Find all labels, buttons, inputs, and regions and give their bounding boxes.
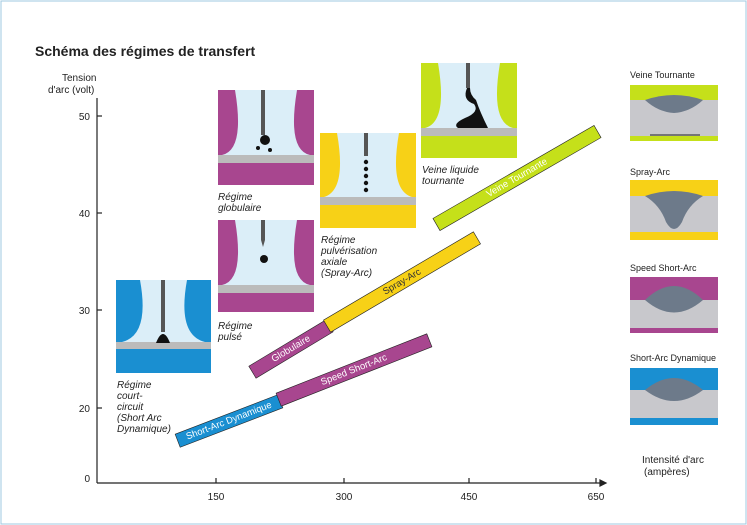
panel-label: Speed Short-Arc (630, 263, 697, 273)
illustration (320, 133, 416, 228)
panel (630, 180, 718, 240)
illustration (421, 63, 517, 158)
caption: Régime (218, 321, 253, 332)
y-label: Tension (62, 73, 96, 84)
panel (630, 277, 718, 333)
illustration (218, 90, 314, 185)
caption: Régime (117, 380, 152, 391)
caption: (Short Arc (117, 413, 162, 424)
x-tick: 650 (588, 492, 605, 503)
caption: (Spray-Arc) (321, 268, 372, 279)
caption: court- (117, 391, 143, 402)
panel (630, 368, 718, 425)
title: Schéma des régimes de transfert (35, 43, 256, 59)
axes (96, 98, 608, 487)
caption: Dynamique) (117, 424, 171, 435)
panel-label: Veine Tournante (630, 70, 695, 80)
panel-label: Spray-Arc (630, 167, 671, 177)
caption: Régime (218, 192, 253, 203)
x-label: (ampères) (644, 467, 690, 478)
x-label: Intensité d'arc (642, 455, 704, 466)
panel (630, 85, 718, 141)
caption: circuit (117, 402, 144, 413)
y-tick: 40 (79, 209, 91, 220)
x-tick: 300 (336, 492, 353, 503)
y-tick: 30 (79, 306, 91, 317)
y-label: d'arc (volt) (48, 85, 94, 96)
caption: pulsé (217, 332, 242, 343)
illustration (218, 220, 314, 312)
illustration (116, 280, 211, 373)
caption: globulaire (218, 203, 262, 214)
panel-label: Short-Arc Dynamique (630, 353, 716, 363)
caption: tournante (422, 176, 465, 187)
y-tick: 50 (79, 112, 91, 123)
y-tick: 20 (79, 404, 91, 415)
x-tick: 450 (461, 492, 478, 503)
caption: Veine liquide (422, 165, 479, 176)
caption: Régime (321, 235, 356, 246)
y-tick: 0 (84, 474, 90, 485)
caption: pulvérisation (320, 246, 378, 257)
caption: axiale (321, 257, 348, 268)
x-tick: 150 (208, 492, 225, 503)
